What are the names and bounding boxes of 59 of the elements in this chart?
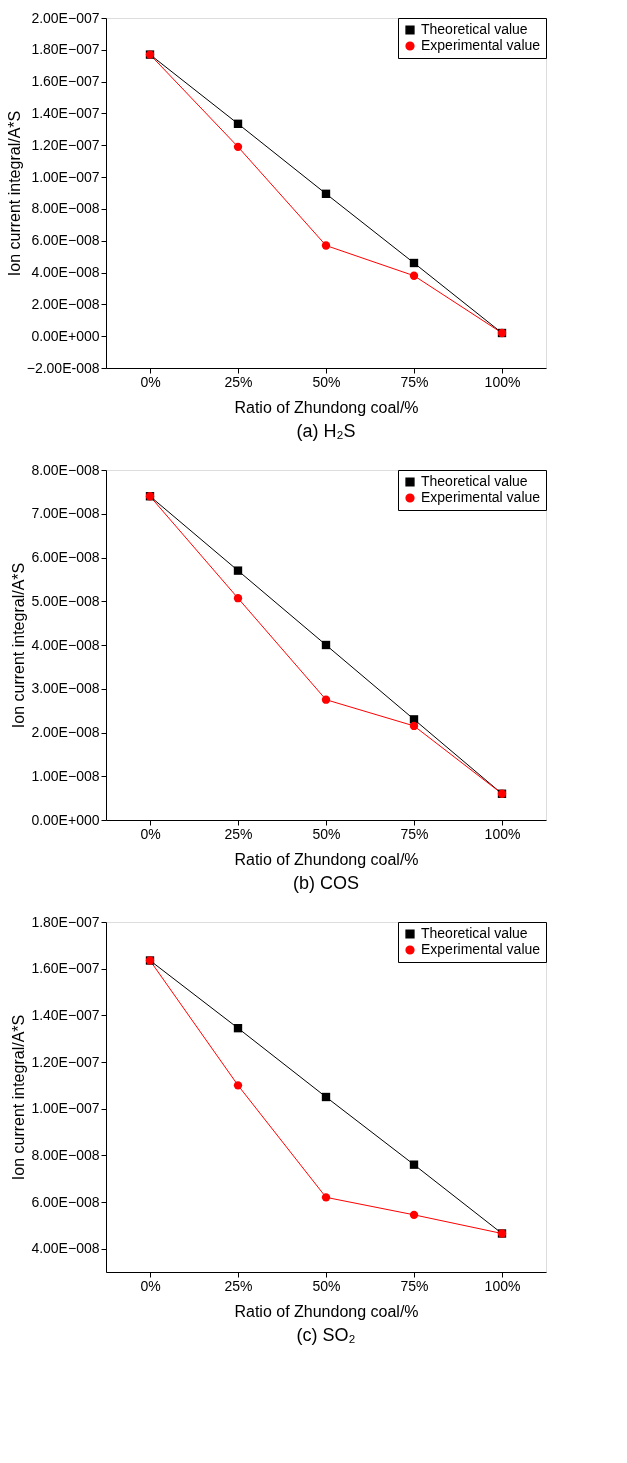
y-tick-label: 2.00E−008 <box>31 724 100 740</box>
y-axis-title: Ion current integral/A*S <box>10 562 28 729</box>
legend-label: Experimental value <box>421 37 541 53</box>
y-tick-label: 1.80E−007 <box>31 41 100 58</box>
y-tick-label: 1.40E−007 <box>31 104 100 121</box>
y-tick-label: 1.60E−007 <box>31 73 100 90</box>
y-tick-label: 1.00E−008 <box>31 767 100 784</box>
y-tick-label: 2.00E−007 <box>31 9 100 26</box>
y-tick-label: 8.00E−008 <box>31 200 100 217</box>
x-axis-title: Ratio of Zhundong coal/% <box>234 1302 419 1320</box>
y-tick-label: 8.00E−008 <box>31 461 100 478</box>
y-tick-label: 3.00E−008 <box>31 680 100 697</box>
y-tick-label: 6.00E−008 <box>31 232 100 249</box>
y-tick-label: 7.00E−008 <box>31 505 100 522</box>
y-tick-label: 4.00E−008 <box>31 264 100 281</box>
y-tick-label: 4.00E−008 <box>31 636 100 653</box>
x-tick-label: 25% <box>224 1277 253 1294</box>
x-tick-label: 25% <box>224 825 253 842</box>
y-tick-label: −2.00E-008 <box>26 359 100 376</box>
legend-label: Theoretical value <box>421 925 528 941</box>
y-tick-label: 4.00E−008 <box>31 1240 100 1257</box>
x-tick-label: 50% <box>312 825 341 842</box>
y-tick-label: 6.00E−008 <box>31 549 100 565</box>
x-tick-label: 100% <box>484 1277 521 1294</box>
y-tick-label: 1.00E−007 <box>31 1100 100 1117</box>
y-tick-label: 1.00E−007 <box>31 168 100 185</box>
y-tick-label: 6.00E−008 <box>31 1193 100 1210</box>
y-tick-label: 1.60E−007 <box>31 960 100 977</box>
legend-label: Theoretical value <box>421 473 528 489</box>
text: (a) H₂S <box>296 421 356 441</box>
text: (b) COS <box>292 873 360 893</box>
y-tick-label: 5.00E−008 <box>31 592 100 609</box>
legend-label: Theoretical value <box>421 21 528 37</box>
x-tick-label: 75% <box>400 1277 429 1294</box>
legend-label: Experimental value <box>421 489 541 505</box>
x-tick-label: 100% <box>484 825 521 842</box>
y-axis-title: Ion current integral/A*S <box>5 110 23 277</box>
x-tick-label: 0% <box>140 825 161 842</box>
legend-label: Experimental value <box>421 941 541 957</box>
y-tick-label: 1.80E−007 <box>31 913 100 930</box>
x-axis-title: Ratio of Zhundong coal/% <box>234 398 419 416</box>
x-tick-label: 25% <box>224 373 253 390</box>
y-tick-label: 1.20E−007 <box>31 1053 100 1070</box>
x-tick-label: 0% <box>140 373 161 390</box>
text: (c) SO₂ <box>296 1325 356 1345</box>
x-tick-label: 0% <box>140 1277 161 1294</box>
x-tick-label: 50% <box>312 373 341 390</box>
y-tick-label: 1.20E−007 <box>31 136 100 153</box>
x-tick-label: 50% <box>312 1277 341 1294</box>
x-tick-label: 75% <box>400 373 429 390</box>
y-tick-label: 0.00E+000 <box>31 811 100 828</box>
y-tick-label: 0.00E+000 <box>31 327 100 344</box>
y-axis-title: Ion current integral/A*S <box>10 1014 28 1181</box>
y-tick-label: 8.00E−008 <box>31 1146 100 1163</box>
x-axis-title: Ratio of Zhundong coal/% <box>234 850 419 868</box>
x-tick-label: 75% <box>400 825 429 842</box>
y-tick-label: 2.00E−008 <box>31 295 100 312</box>
x-tick-label: 100% <box>484 373 521 390</box>
y-tick-label: 1.40E−007 <box>31 1006 100 1023</box>
